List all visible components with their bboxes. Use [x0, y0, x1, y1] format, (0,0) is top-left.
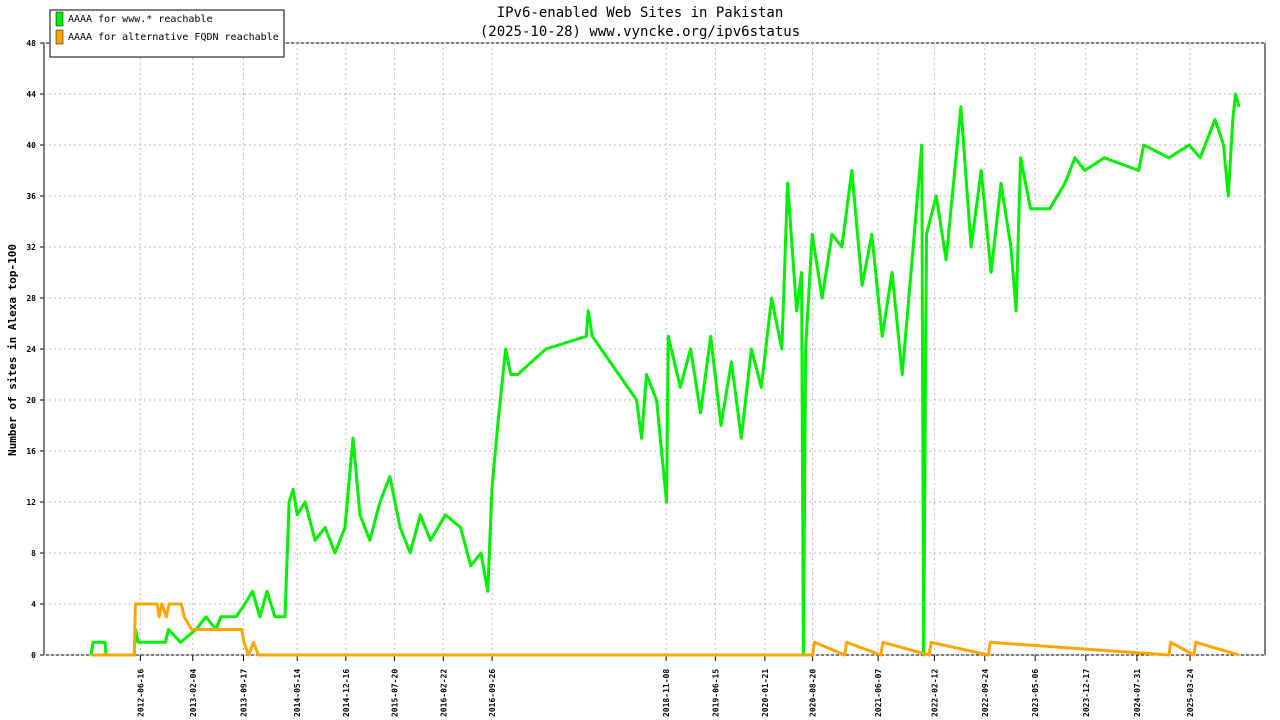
- x-tick-label: 2023-05-06: [1031, 669, 1040, 717]
- x-tick-label: 2020-01-21: [761, 669, 770, 717]
- x-tick-label: 2014-12-16: [342, 669, 351, 717]
- y-tick-label: 0: [31, 651, 36, 660]
- x-tick-label: 2013-09-17: [239, 669, 248, 717]
- y-tick-label: 20: [26, 396, 36, 405]
- x-tick-label: 2019-06-15: [711, 669, 720, 717]
- y-tick-label: 16: [26, 447, 36, 456]
- x-tick-label: 2021-06-07: [874, 669, 883, 717]
- y-tick-label: 36: [26, 192, 36, 201]
- y-axis-label: Number of sites in Alexa top-100: [6, 244, 19, 456]
- legend: AAAA for www.* reachable AAAA for alterna…: [49, 9, 285, 58]
- x-tick-label: 2013-02-04: [189, 669, 198, 717]
- x-tick-label: 2024-07-31: [1133, 669, 1142, 717]
- x-tick-label: 2012-06-16: [136, 669, 145, 717]
- x-tick-label: 2022-02-12: [930, 669, 939, 717]
- series-line: [91, 602, 1240, 657]
- y-tick-label: 48: [26, 39, 36, 48]
- chart-title: IPv6-enabled Web Sites in Pakistan: [497, 5, 784, 21]
- series-line: [89, 92, 1241, 657]
- legend-swatch: [55, 29, 64, 45]
- x-tick-label: 2015-07-20: [390, 669, 399, 717]
- lines: [89, 92, 1241, 657]
- y-tick-label: 8: [31, 549, 36, 558]
- y-tick-label: 12: [26, 498, 36, 507]
- x-tick-label: 2016-09-26: [488, 669, 497, 717]
- y-tick-label: 28: [26, 294, 36, 303]
- legend-box: [49, 9, 285, 58]
- y-tick-label: 24: [26, 345, 36, 354]
- x-tick-label: 2022-09-24: [981, 669, 990, 717]
- legend-label: AAAA for alternative FQDN reachable: [68, 32, 279, 43]
- x-tick-label: 2016-02-22: [439, 669, 448, 717]
- y-tick-label: 44: [26, 90, 36, 99]
- x-tick-label: 2020-08-20: [809, 669, 818, 717]
- y-tick-label: 32: [26, 243, 36, 252]
- x-tick-label: 2014-05-14: [293, 669, 302, 717]
- x-tick-label: 2025-03-24: [1186, 669, 1195, 717]
- x-tick-label: 2018-11-08: [662, 669, 671, 717]
- chart-subtitle: (2025-10-28) www.vyncke.org/ipv6status: [480, 24, 800, 40]
- legend-label: AAAA for www.* reachable: [68, 14, 213, 25]
- x-tick-label: 2023-12-17: [1082, 669, 1091, 717]
- y-tick-label: 40: [26, 141, 36, 150]
- legend-swatch: [55, 11, 64, 27]
- y-tick-label: 4: [31, 600, 36, 609]
